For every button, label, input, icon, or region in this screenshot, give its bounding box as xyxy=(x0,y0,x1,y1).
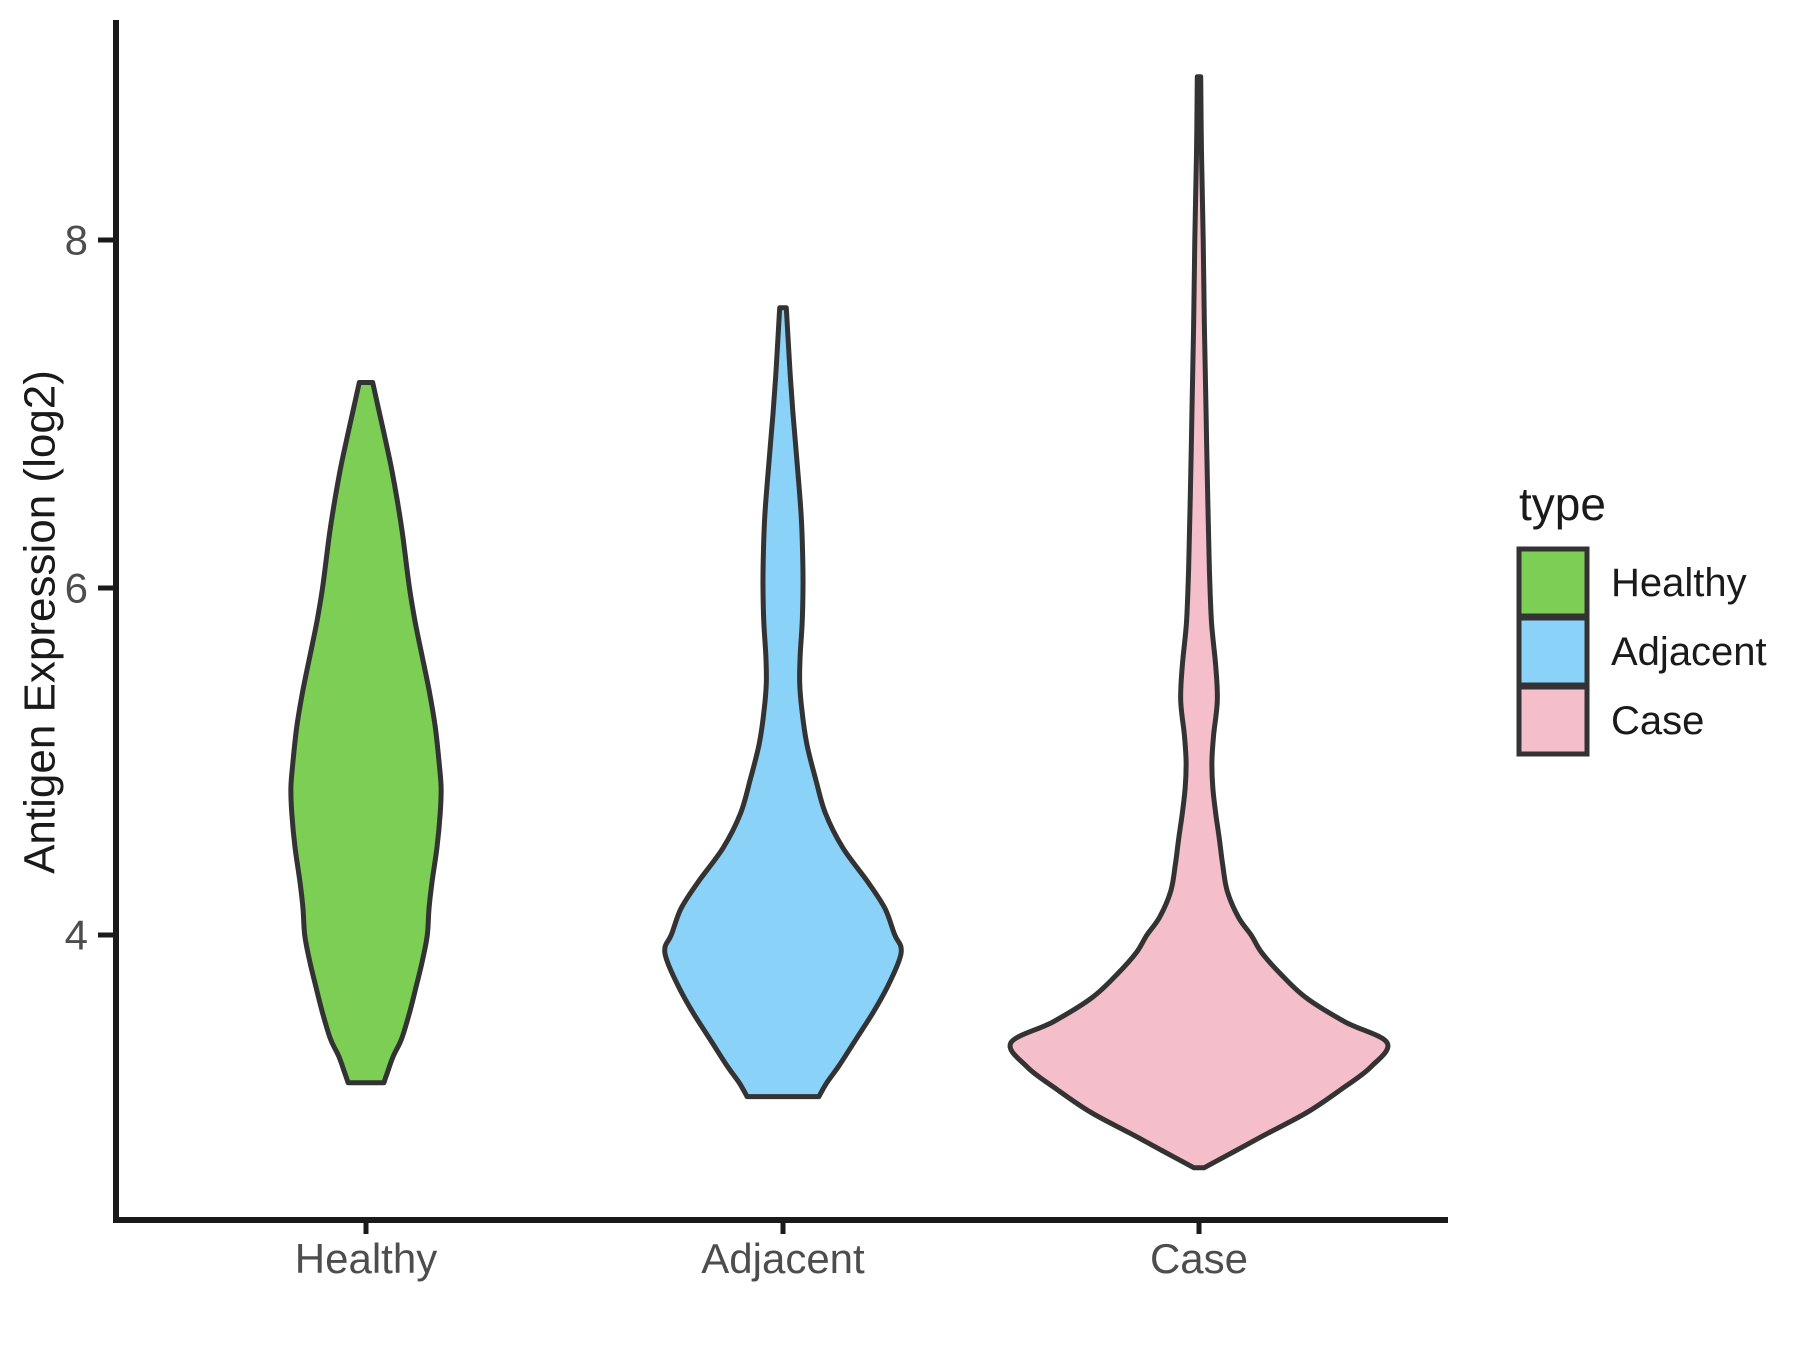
legend-label-healthy: Healthy xyxy=(1611,561,1747,605)
violin-adjacent xyxy=(662,305,904,1100)
x-tick-label-healthy: Healthy xyxy=(295,1235,437,1282)
legend-label-adjacent: Adjacent xyxy=(1611,630,1767,674)
legend-swatch-case xyxy=(1516,684,1590,757)
y-tick-label-4: 4 xyxy=(65,912,88,959)
x-tick-label-adjacent: Adjacent xyxy=(701,1235,865,1282)
legend-swatch-healthy xyxy=(1516,546,1590,619)
y-axis-title: Antigen Expression (log2) xyxy=(16,370,65,874)
x-tick-label-case: Case xyxy=(1150,1235,1248,1282)
legend: type Healthy Adjacent Case xyxy=(1516,478,1767,757)
y-axis: 8 6 4 Antigen Expression (log2) xyxy=(16,20,119,1223)
violins-layer xyxy=(288,74,1391,1171)
y-tick-label-6: 6 xyxy=(65,565,88,612)
violin-case xyxy=(1007,74,1391,1171)
violin-healthy xyxy=(288,380,444,1086)
y-tick-label-8: 8 xyxy=(65,217,88,264)
legend-swatch-adjacent xyxy=(1516,615,1590,688)
legend-label-case: Case xyxy=(1611,699,1704,743)
legend-title: type xyxy=(1519,478,1606,530)
x-axis: Healthy Adjacent Case xyxy=(113,1217,1448,1282)
